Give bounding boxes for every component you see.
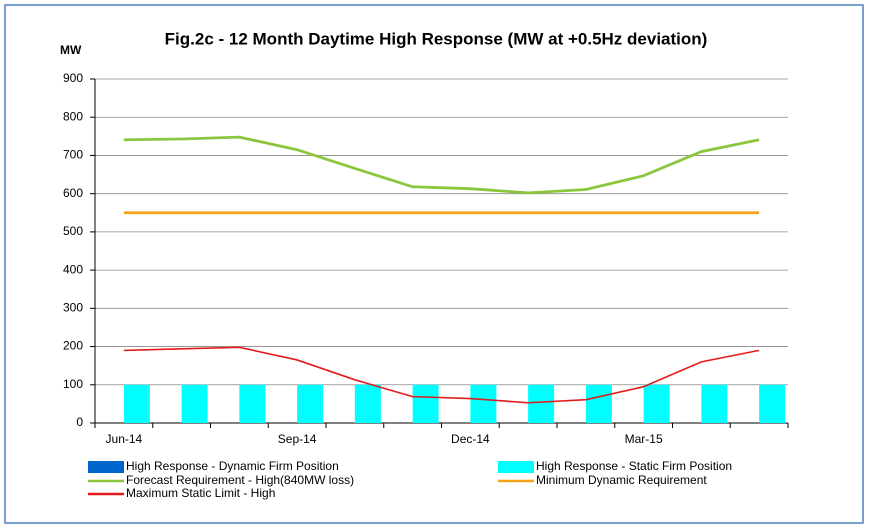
bar (528, 384, 555, 423)
x-tick-label: Jun-14 (106, 432, 143, 446)
y-tick-label: 400 (63, 262, 83, 276)
line (123, 346, 760, 404)
bar (470, 384, 497, 423)
bar (701, 384, 728, 423)
y-tick-label: 600 (63, 186, 83, 200)
y-axis-label: MW (60, 43, 82, 57)
bar (759, 384, 786, 423)
bar (123, 384, 150, 423)
y-tick-label: 500 (63, 224, 83, 238)
bar (412, 384, 439, 423)
chart-title: Fig.2c - 12 Month Daytime High Response … (165, 29, 708, 48)
legend-swatch (88, 461, 124, 473)
bar (181, 384, 208, 423)
y-tick-label: 300 (63, 301, 83, 315)
y-tick-label: 800 (63, 109, 83, 123)
legend-label: High Response - Dynamic Firm Position (126, 459, 339, 473)
y-tick-label: 200 (63, 339, 83, 353)
legend-label: Maximum Static Limit - High (126, 486, 275, 500)
frame (4, 4, 864, 524)
y-tick-label: 100 (63, 377, 83, 391)
bar (297, 384, 324, 423)
bar (585, 384, 612, 423)
legend-label: Forecast Requirement - High(840MW loss) (126, 473, 354, 487)
line (123, 135, 760, 195)
legend-label: Minimum Dynamic Requirement (536, 473, 707, 487)
x-tick-label: Mar-15 (625, 432, 663, 446)
bar (643, 384, 670, 423)
x-tick-label: Dec-14 (451, 432, 490, 446)
y-tick-label: 0 (76, 415, 83, 429)
legend-label: High Response - Static Firm Position (536, 459, 732, 473)
legend-swatch (498, 461, 534, 473)
x-tick-label: Sep-14 (278, 432, 317, 446)
bar (239, 384, 266, 423)
bar (354, 384, 381, 423)
y-tick-label: 900 (63, 71, 83, 85)
y-tick-label: 700 (63, 148, 83, 162)
